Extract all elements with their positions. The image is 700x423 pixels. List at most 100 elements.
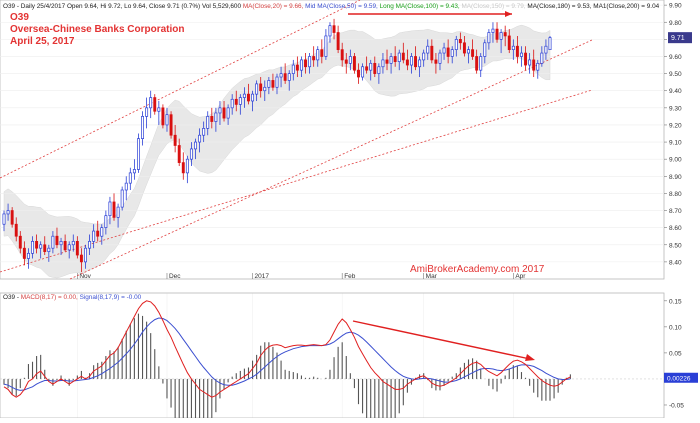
candle-body [430,45,434,61]
divergence-arrow-head [525,354,535,361]
candle-body [247,93,250,102]
candle-body [357,69,360,78]
last-macd-badge-box [664,372,698,383]
price-tick-label: 9.90 [669,3,682,10]
price-tick-label: 9.00 [669,157,682,164]
candle-body [361,66,365,78]
candle-body [524,52,528,66]
candle-body [132,169,136,174]
candle-body [283,73,287,81]
candle-body [51,235,55,249]
candle-body [528,59,532,66]
candle-body [202,128,206,136]
candle-body [426,45,430,54]
trend-channel [0,0,593,280]
candle-body [454,39,458,50]
candle-body [491,28,495,33]
macd-header-segment: Signal(8,17,9) = -0.00 [80,294,142,301]
time-label: Apr [515,273,526,280]
candle-body [112,201,116,218]
candle-body [422,52,426,61]
macd-tick-label: -0.05 [669,402,684,409]
moving-average-band [3,24,551,279]
candle-body [438,52,442,64]
date-title: April 25, 2017 [10,36,75,47]
company-title: Oversea-Chinese Banks Corporation [10,24,185,35]
candle-body [328,25,332,37]
candle-body [450,49,454,57]
candle-body [75,240,79,256]
candle-body [544,45,548,54]
last-price-badge: 9.71 [668,32,692,44]
candle-body [381,59,385,68]
price-tick-label: 8.60 [669,225,682,232]
candle-body [344,59,348,64]
candle-body [312,56,316,61]
candle-body [63,240,67,251]
candle-body [22,247,26,259]
candle-body [96,230,100,237]
candle-body [6,210,10,215]
price-header: O39 - Daily 25/4/2017 Open 9.64, Hi 9.72… [3,3,660,10]
price-tick-label: 8.50 [669,242,682,249]
macd-header-segment: O39 - [3,294,21,301]
candle-body [2,213,6,225]
candle-body [149,97,153,109]
price-tick-label: 9.50 [669,71,682,78]
macd-header: O39 - MACD(8,17) = 0.00, Signal(8,17,9) … [3,294,142,301]
signal-line [3,317,571,391]
price-tick-label: 9.60 [669,54,682,61]
last-price-value: 9.71 [671,35,685,42]
candle-body [548,37,552,50]
candle-body [116,206,120,218]
candle-body [332,25,336,33]
resistance-arrow-head [505,11,512,17]
price-header-segment: MA(Close,180) = 9.53, [527,3,593,10]
candle-body [365,66,369,71]
candle-body [389,56,393,64]
candle-body [210,116,214,122]
candle-body [515,45,519,57]
candle-body [287,73,291,81]
candle-body [35,240,39,249]
price-tick-label: 9.80 [669,20,682,27]
macd-panel: O39 - MACD(8,17) = 0.00, Signal(8,17,9) … [0,292,698,423]
candle-body [324,35,328,57]
candle-body [104,215,108,229]
candle-body [299,59,303,71]
candle-body [520,52,523,57]
candle-body [234,98,238,105]
macd-header-segment: MACD(8,17) = 0.00, [21,294,80,301]
candle-body [475,56,479,71]
candle-body [165,114,169,126]
candle-body [92,230,96,242]
candle-body [71,240,75,246]
candle-body [153,97,157,112]
price-tick-label: 9.20 [669,122,682,129]
macd-tick-label: 0.10 [669,324,682,331]
candle-body [137,138,140,170]
candle-body [393,56,397,62]
candle-body [259,83,263,92]
candle-body [352,56,356,71]
price-header-segment: MA1(Close,200) = 9.04 [593,3,659,10]
macd-tick-label: 0.05 [669,350,682,357]
candle-body [540,52,544,64]
price-header-segment: MA(Close,20) = 9.66, [243,3,305,10]
candle-body [267,80,271,88]
candle-body [157,107,161,112]
candle-body [84,247,87,263]
candle-body [536,62,540,71]
candle-body [320,49,324,57]
candle-body [397,52,401,62]
candle-body [385,59,389,64]
candle-body [308,56,312,68]
candle-body [141,116,144,139]
candle-body [214,112,218,122]
candle-body [79,254,83,263]
candle-body [507,35,511,50]
candle-body [503,32,507,37]
candle-body [173,134,177,146]
candle-body [55,235,59,246]
